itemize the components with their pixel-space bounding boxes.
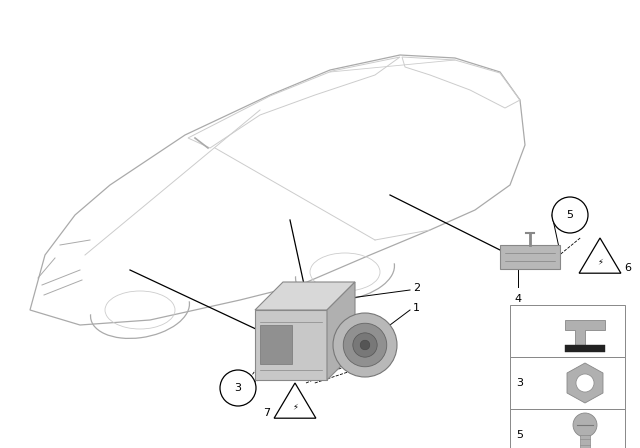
Polygon shape	[565, 320, 605, 345]
Text: 6: 6	[624, 263, 631, 273]
Text: ⚡: ⚡	[292, 402, 298, 412]
Text: 4: 4	[515, 294, 522, 304]
Polygon shape	[255, 282, 355, 310]
Text: 2: 2	[413, 283, 420, 293]
Text: 5: 5	[566, 210, 573, 220]
FancyBboxPatch shape	[510, 357, 625, 409]
Polygon shape	[567, 363, 603, 403]
Polygon shape	[579, 238, 621, 273]
Polygon shape	[274, 383, 316, 418]
Text: 189746: 189746	[572, 430, 607, 440]
Circle shape	[333, 313, 397, 377]
Text: ⚡: ⚡	[597, 258, 603, 267]
Polygon shape	[327, 282, 355, 380]
Polygon shape	[255, 310, 327, 380]
FancyBboxPatch shape	[580, 435, 590, 448]
Circle shape	[552, 197, 588, 233]
FancyBboxPatch shape	[500, 245, 560, 269]
FancyBboxPatch shape	[510, 305, 625, 357]
Text: 5: 5	[516, 430, 524, 440]
Circle shape	[573, 413, 597, 437]
FancyBboxPatch shape	[260, 325, 292, 363]
Text: 3: 3	[234, 383, 241, 393]
FancyBboxPatch shape	[565, 345, 605, 352]
FancyBboxPatch shape	[510, 409, 625, 448]
Text: 3: 3	[516, 378, 524, 388]
Text: 1: 1	[413, 303, 420, 313]
Circle shape	[343, 323, 387, 367]
Circle shape	[220, 370, 256, 406]
Circle shape	[576, 374, 594, 392]
Circle shape	[353, 333, 377, 357]
Text: 7: 7	[263, 408, 270, 418]
Circle shape	[360, 340, 370, 350]
